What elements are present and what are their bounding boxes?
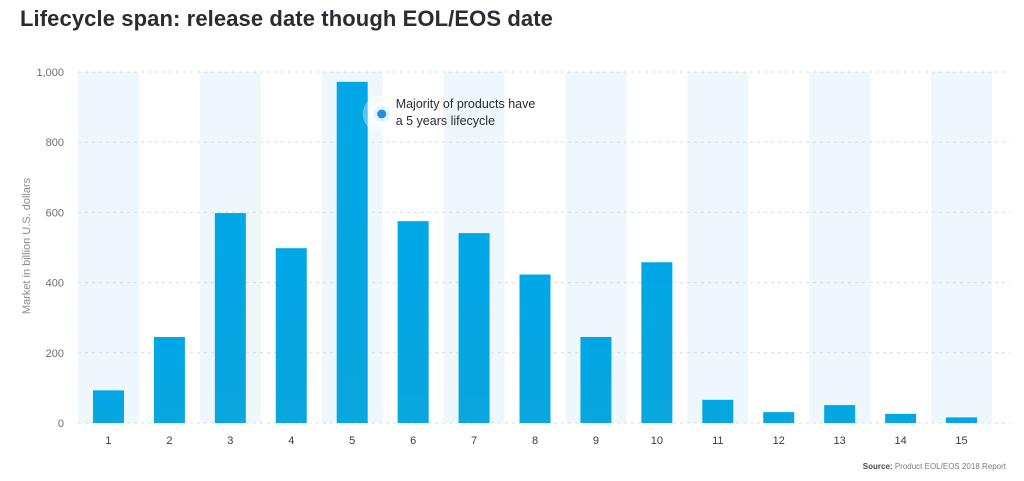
bar-6 [397, 221, 429, 423]
bar-10 [641, 262, 673, 423]
x-tick-label: 8 [532, 435, 538, 447]
source-label: Source: [862, 462, 893, 471]
x-tick-label: 15 [955, 435, 967, 447]
x-tick-label: 12 [773, 435, 785, 447]
source-text: Product EOL/EOS 2018 Report [894, 462, 1006, 471]
x-tick-label: 11 [712, 435, 723, 447]
x-tick-label: 10 [651, 435, 663, 447]
x-tick-label: 1 [105, 435, 111, 447]
annotation-text: a 5 years lifecycle [396, 114, 495, 128]
background-band [78, 72, 139, 423]
background-band [687, 72, 749, 423]
background-band [931, 72, 992, 423]
x-tick-label: 5 [349, 435, 355, 447]
bars [92, 81, 978, 423]
x-tick-label: 2 [166, 435, 172, 447]
chart-title: Lifecycle span: release date though EOL/… [20, 6, 553, 31]
bar-7 [458, 233, 490, 423]
x-tick-label: 14 [894, 435, 906, 447]
bar-14 [885, 413, 917, 423]
background-band [809, 72, 871, 423]
bar-9 [580, 337, 612, 423]
annotation-text: Majority of products have [396, 97, 536, 111]
bar-13 [824, 405, 856, 423]
x-tick-label: 13 [834, 435, 846, 447]
annotation: Majority of products have a 5 years lifec… [362, 95, 536, 133]
x-tick-label: 4 [288, 435, 294, 447]
y-tick-label: 200 [46, 348, 64, 360]
annotation-marker [377, 109, 387, 119]
x-tick-label: 6 [410, 435, 416, 447]
bar-3 [214, 213, 246, 423]
y-tick-label: 400 [46, 278, 64, 290]
x-axis-ticks: 1 2 3 4 5 6 7 8 9 10 11 12 13 14 15 [105, 435, 967, 447]
bar-11 [702, 399, 734, 423]
bar-1 [92, 390, 124, 423]
y-tick-label: 800 [46, 137, 64, 149]
source-note: Source: Product EOL/EOS 2018 Report [863, 462, 1006, 471]
bar-8 [519, 274, 551, 423]
bar-15 [946, 417, 978, 423]
bar-5 [336, 81, 368, 423]
bar-12 [763, 412, 795, 423]
y-tick-label: 600 [46, 207, 64, 219]
y-tick-label: 1,000 [36, 67, 64, 79]
x-tick-label: 7 [471, 435, 477, 447]
x-tick-label: 3 [227, 435, 233, 447]
y-axis-ticks: 0 200 400 600 800 1,000 [36, 67, 64, 430]
bar-4 [275, 248, 307, 423]
y-axis-label: Market in billion U.S. dollars [21, 177, 33, 314]
x-tick-label: 9 [593, 435, 599, 447]
bar-2 [153, 337, 185, 423]
y-tick-label: 0 [58, 418, 64, 430]
